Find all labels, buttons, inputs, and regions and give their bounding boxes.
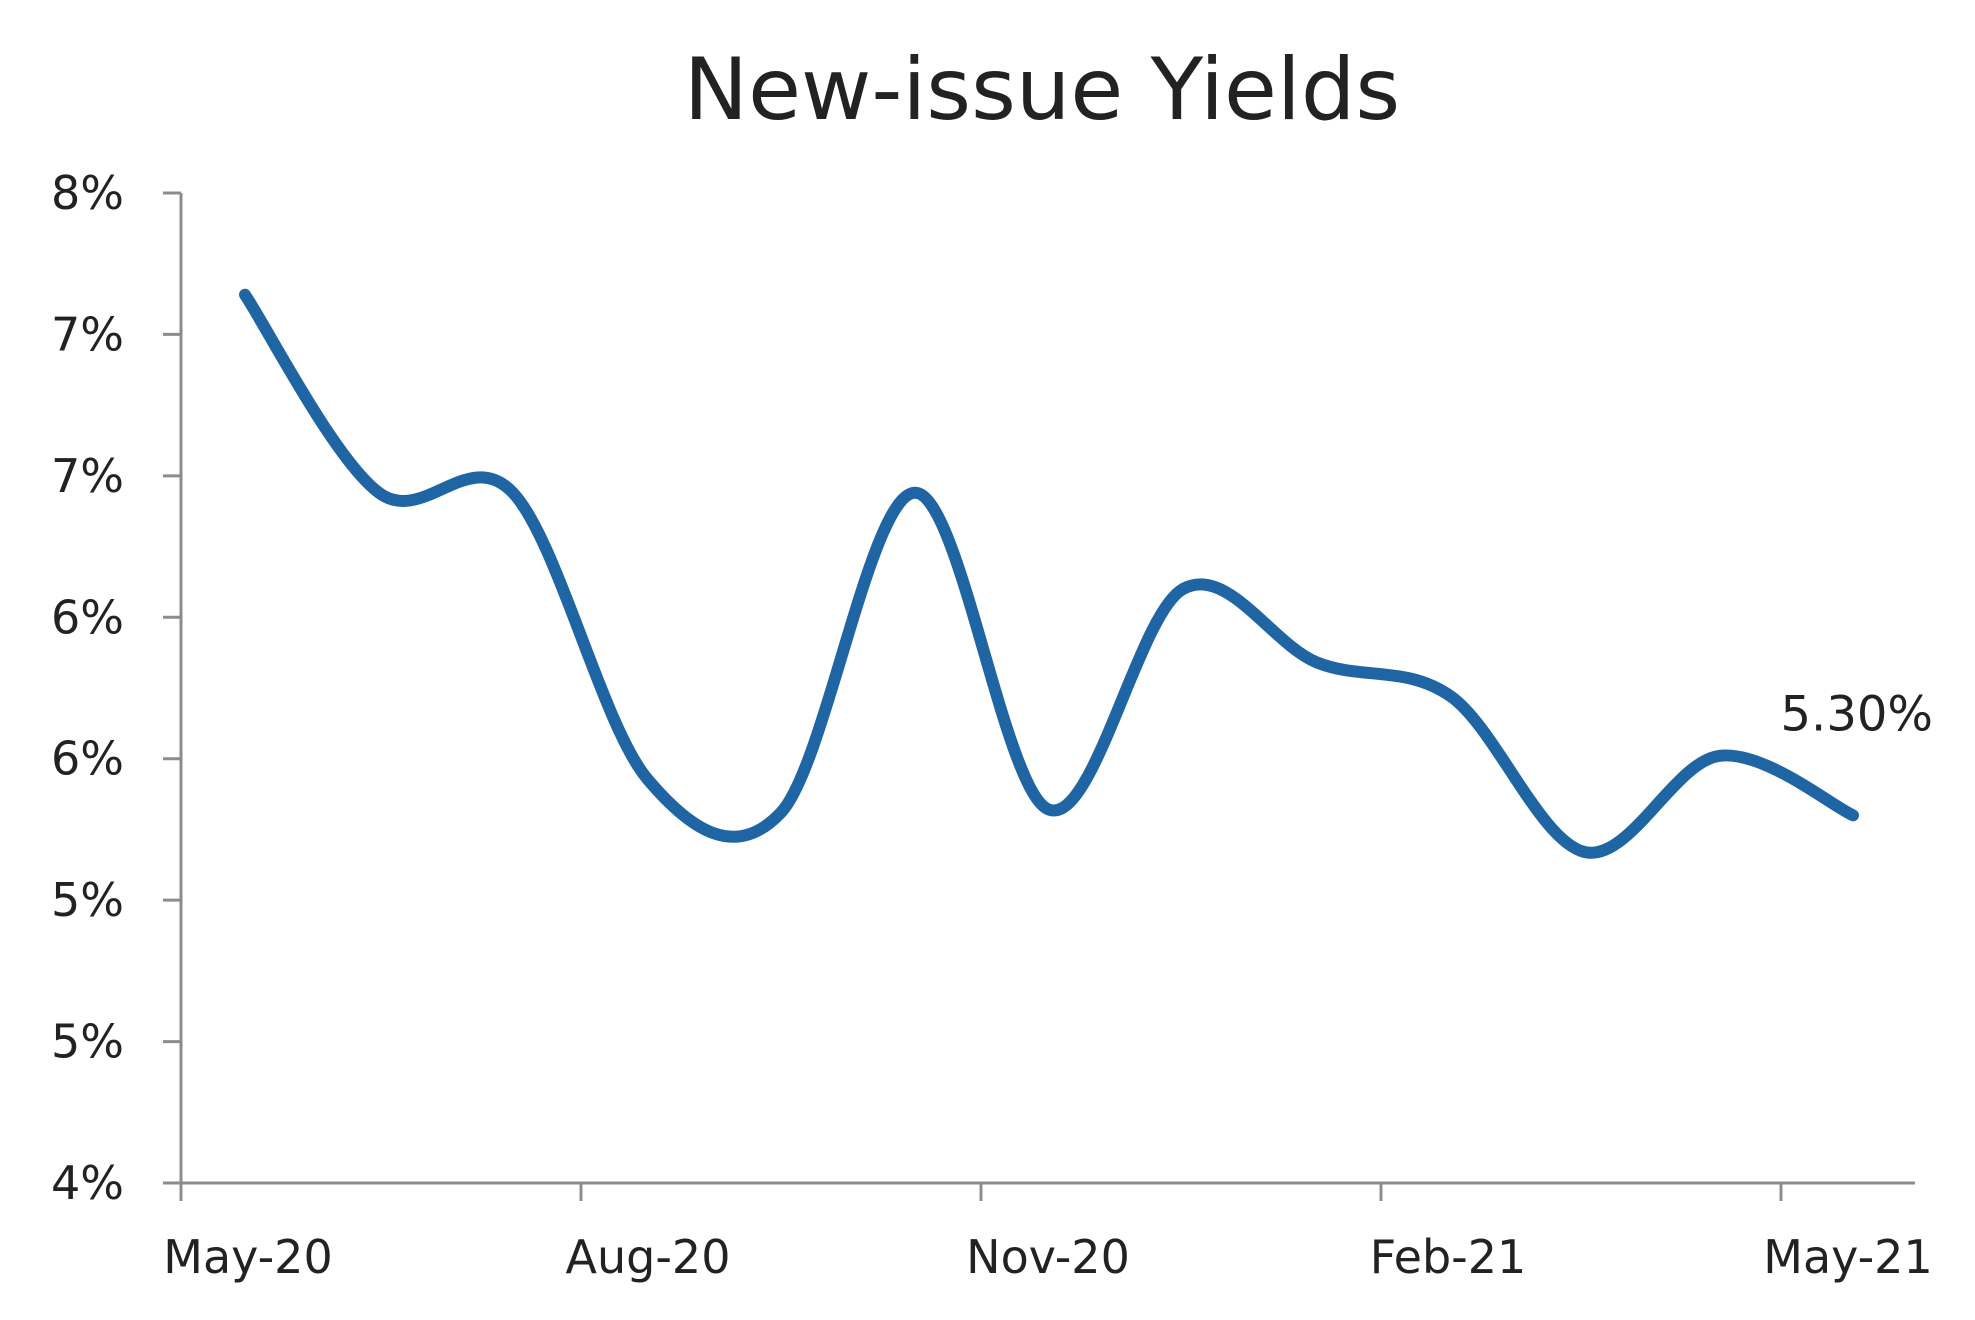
y-tick-label-1: 7% [51,307,124,361]
y-tick-label-3: 6% [51,590,124,644]
data-point-0-7 [1177,583,1189,595]
y-axis-ticks: 8% 7% 7% 6% 6% 5% 5% 4% [51,166,181,1210]
x-tick-label-1: Aug-20 [566,1230,731,1284]
x-tick-label-0: May-20 [163,1230,332,1284]
data-point-0-6 [1043,804,1055,816]
data-point-0-0 [239,289,251,301]
x-tick-label-4: May-21 [1763,1230,1932,1284]
chart-title: New-issue Yields [684,40,1400,140]
data-point-0-1 [373,487,385,499]
series-layer [239,288,1859,859]
data-point-0-11 [1713,750,1725,762]
x-tick-label-2: Nov-20 [966,1230,1130,1284]
y-tick-label-4: 6% [51,732,124,786]
annotation-layer: 5.30% [1781,686,1933,742]
data-point-0-12 [1847,809,1859,821]
y-tick-label-7: 4% [51,1156,124,1210]
data-label-0: 5.30% [1781,686,1933,742]
data-point-0-10 [1579,846,1591,858]
data-point-0-2 [507,487,519,499]
data-point-0-5 [909,487,921,499]
series-line-0 [239,288,1859,859]
y-tick-label-2: 7% [51,449,124,503]
data-point-0-8 [1311,657,1323,669]
x-tick-label-3: Feb-21 [1370,1230,1527,1284]
data-point-0-3 [641,773,653,785]
y-tick-label-6: 5% [51,1015,124,1069]
x-axis-ticks: May-20 Aug-20 Nov-20 Feb-21 May-21 [163,1183,1933,1284]
data-point-0-4 [775,806,787,818]
y-tick-label-0: 8% [51,166,124,220]
data-point-0-9 [1445,690,1457,702]
y-tick-label-5: 5% [51,873,124,927]
